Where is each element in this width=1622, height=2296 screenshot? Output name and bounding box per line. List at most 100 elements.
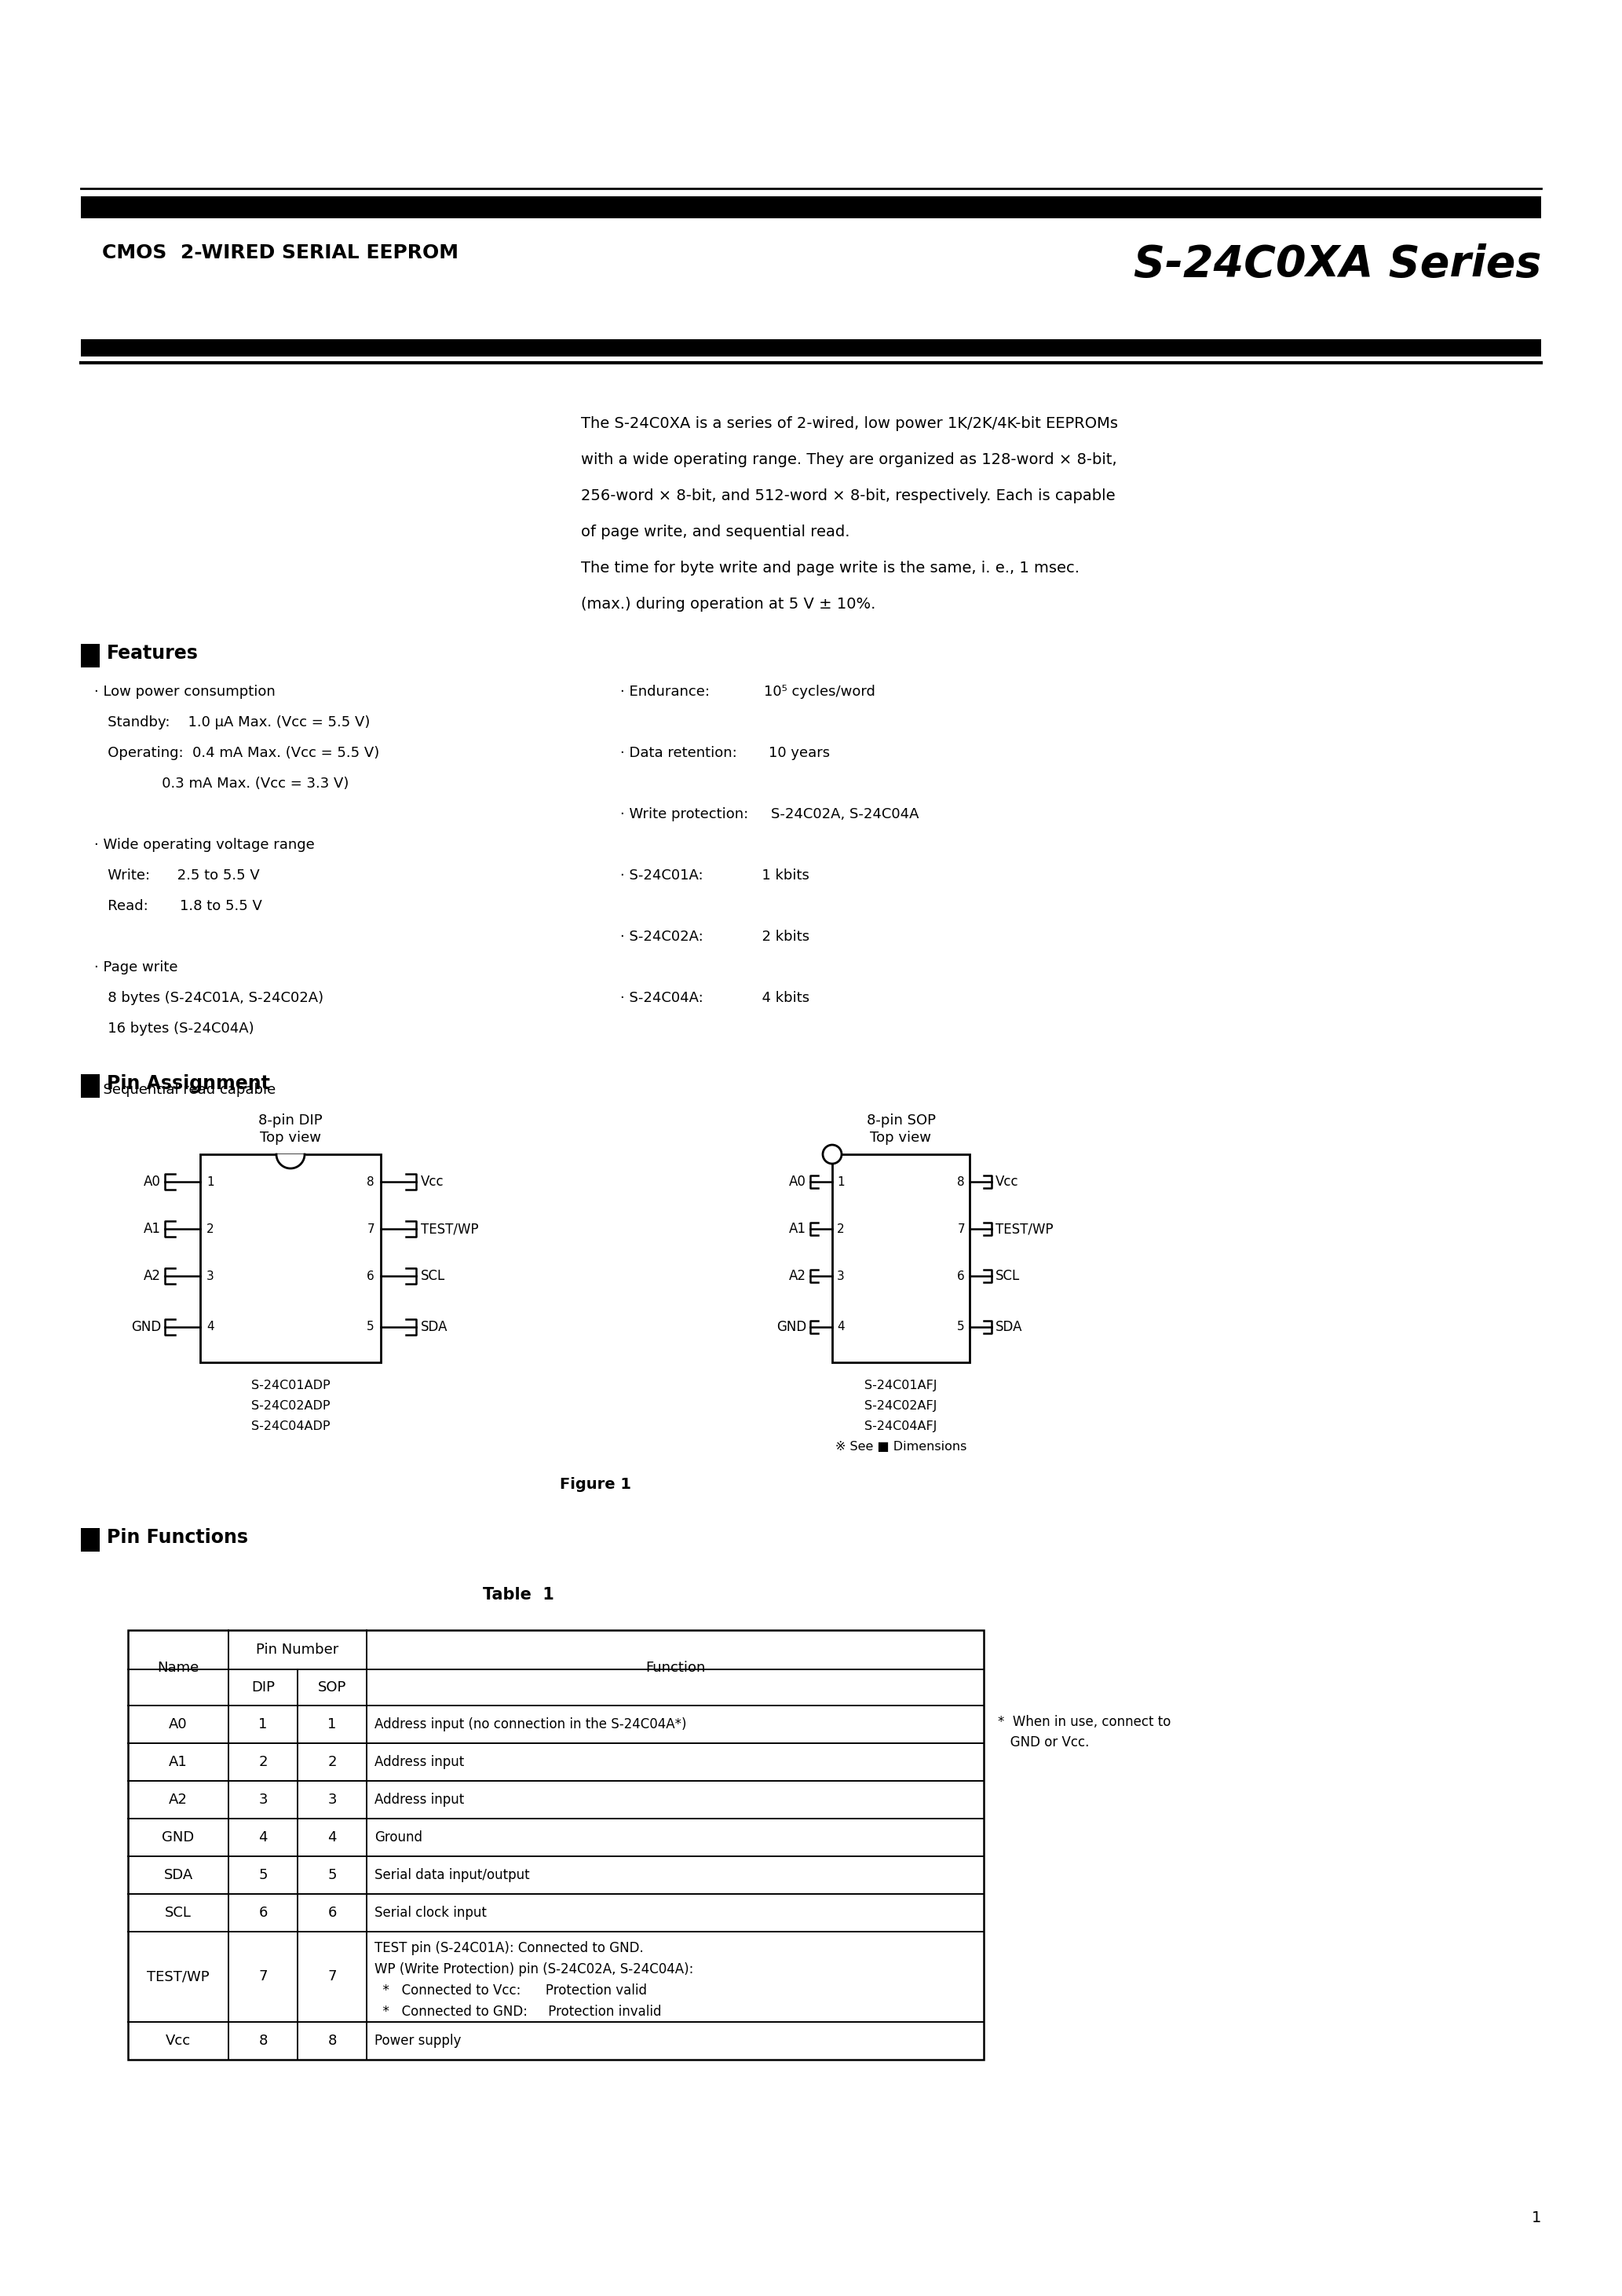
Text: CMOS  2-WIRED SERIAL EEPROM: CMOS 2-WIRED SERIAL EEPROM <box>102 243 459 262</box>
Text: 3: 3 <box>328 1793 337 1807</box>
Text: DIP: DIP <box>251 1681 274 1694</box>
Text: Function: Function <box>646 1660 706 1674</box>
Text: 7: 7 <box>328 1970 337 1984</box>
Text: Pin Functions: Pin Functions <box>107 1529 248 1548</box>
Text: TEST/WP: TEST/WP <box>996 1221 1053 1235</box>
Text: 8-pin SOP: 8-pin SOP <box>866 1114 936 1127</box>
Text: Power supply: Power supply <box>375 2034 461 2048</box>
Text: Address input (no connection in the S-24C04A*): Address input (no connection in the S-24… <box>375 1717 686 1731</box>
Text: · Wide operating voltage range: · Wide operating voltage range <box>94 838 315 852</box>
Text: 6: 6 <box>328 1906 336 1919</box>
Text: 1: 1 <box>328 1717 336 1731</box>
Text: · Page write: · Page write <box>94 960 178 974</box>
Text: · Write protection:     S-24C02A, S-24C04A: · Write protection: S-24C02A, S-24C04A <box>620 808 920 822</box>
Text: 8: 8 <box>957 1176 965 1187</box>
Text: Ground: Ground <box>375 1830 422 1844</box>
Text: Top view: Top view <box>260 1130 321 1146</box>
Text: 4: 4 <box>206 1320 214 1334</box>
Text: 3: 3 <box>837 1270 845 1281</box>
Text: *   Connected to Vcc:      Protection valid: * Connected to Vcc: Protection valid <box>375 1984 647 1998</box>
Text: 4: 4 <box>837 1320 845 1334</box>
Text: 3: 3 <box>206 1270 214 1281</box>
Text: 4: 4 <box>328 1830 337 1844</box>
Text: 8-pin DIP: 8-pin DIP <box>258 1114 323 1127</box>
Text: Vᴄᴄ: Vᴄᴄ <box>165 2034 191 2048</box>
Text: GND: GND <box>777 1320 806 1334</box>
Text: of page write, and sequential read.: of page write, and sequential read. <box>581 523 850 540</box>
Text: Pin Assignment: Pin Assignment <box>107 1075 269 1093</box>
Bar <box>81 1529 99 1552</box>
Text: The time for byte write and page write is the same, i. e., 1 msec.: The time for byte write and page write i… <box>581 560 1080 576</box>
Text: GND or Vcc.: GND or Vcc. <box>998 1736 1090 1750</box>
Text: S-24C02AFJ: S-24C02AFJ <box>865 1401 938 1412</box>
Text: 6: 6 <box>367 1270 375 1281</box>
Text: SOP: SOP <box>318 1681 347 1694</box>
Text: with a wide operating range. They are organized as 128-word × 8-bit,: with a wide operating range. They are or… <box>581 452 1118 466</box>
Text: *   Connected to GND:     Protection invalid: * Connected to GND: Protection invalid <box>375 2004 662 2018</box>
Text: A1: A1 <box>169 1754 188 1770</box>
Text: (max.) during operation at 5 V ± 10%.: (max.) during operation at 5 V ± 10%. <box>581 597 876 611</box>
Text: S-24C01AFJ: S-24C01AFJ <box>865 1380 938 1391</box>
Text: 6: 6 <box>258 1906 268 1919</box>
Text: Table  1: Table 1 <box>482 1587 553 1603</box>
Text: · Sequential read capable: · Sequential read capable <box>94 1084 276 1097</box>
Text: 1: 1 <box>206 1176 214 1187</box>
Text: *  When in use, connect to: * When in use, connect to <box>998 1715 1171 1729</box>
Text: SDA: SDA <box>420 1320 448 1334</box>
Text: Pin Number: Pin Number <box>256 1642 339 1658</box>
Text: Features: Features <box>107 643 198 664</box>
Text: Address input: Address input <box>375 1754 464 1770</box>
Text: Write:      2.5 to 5.5 V: Write: 2.5 to 5.5 V <box>94 868 260 882</box>
Circle shape <box>822 1146 842 1164</box>
Text: 2: 2 <box>837 1224 845 1235</box>
Bar <box>81 195 1541 218</box>
Text: · Low power consumption: · Low power consumption <box>94 684 276 698</box>
Text: S-24C04ADP: S-24C04ADP <box>251 1421 329 1433</box>
Text: TEST/WP: TEST/WP <box>148 1970 209 1984</box>
Text: 2: 2 <box>206 1224 214 1235</box>
Text: Address input: Address input <box>375 1793 464 1807</box>
Text: Vᴄᴄ: Vᴄᴄ <box>996 1176 1019 1189</box>
Text: · Endurance:            10⁵ cycles/word: · Endurance: 10⁵ cycles/word <box>620 684 876 698</box>
Text: GND: GND <box>131 1320 161 1334</box>
Text: GND: GND <box>162 1830 195 1844</box>
Text: Name: Name <box>157 1660 200 1674</box>
Text: S-24C02ADP: S-24C02ADP <box>251 1401 329 1412</box>
Text: A2: A2 <box>144 1270 161 1283</box>
Text: 8: 8 <box>328 2034 336 2048</box>
Text: TEST pin (S-24C01A): Connected to GND.: TEST pin (S-24C01A): Connected to GND. <box>375 1940 644 1956</box>
Text: 6: 6 <box>957 1270 965 1281</box>
Text: S-24C0XA Series: S-24C0XA Series <box>1134 243 1541 285</box>
Text: Serial data input/output: Serial data input/output <box>375 1869 530 1883</box>
Text: S-24C01ADP: S-24C01ADP <box>251 1380 329 1391</box>
Bar <box>81 340 1541 356</box>
Text: A0: A0 <box>144 1176 161 1189</box>
Text: 5: 5 <box>957 1320 965 1334</box>
Text: Figure 1: Figure 1 <box>560 1476 631 1492</box>
Text: 5: 5 <box>328 1869 337 1883</box>
Text: 1: 1 <box>1531 2211 1541 2225</box>
Text: A2: A2 <box>788 1270 806 1283</box>
Bar <box>832 1155 970 1362</box>
Text: 2: 2 <box>258 1754 268 1770</box>
Text: SDA: SDA <box>996 1320 1022 1334</box>
Text: SCL: SCL <box>420 1270 446 1283</box>
Text: · S-24C02A:             2 kbits: · S-24C02A: 2 kbits <box>620 930 809 944</box>
Text: A1: A1 <box>144 1221 161 1235</box>
Text: Read:       1.8 to 5.5 V: Read: 1.8 to 5.5 V <box>94 900 263 914</box>
Text: 16 bytes (S-24C04A): 16 bytes (S-24C04A) <box>94 1022 255 1035</box>
Text: 8: 8 <box>367 1176 375 1187</box>
Text: 0.3 mA Max. (Vᴄᴄ = 3.3 V): 0.3 mA Max. (Vᴄᴄ = 3.3 V) <box>94 776 349 790</box>
Text: WP (Write Protection) pin (S-24C02A, S-24C04A):: WP (Write Protection) pin (S-24C02A, S-2… <box>375 1963 694 1977</box>
Text: A1: A1 <box>788 1221 806 1235</box>
Bar <box>200 1155 381 1362</box>
Bar <box>128 1630 983 2060</box>
Text: Standby:    1.0 μA Max. (Vᴄᴄ = 5.5 V): Standby: 1.0 μA Max. (Vᴄᴄ = 5.5 V) <box>94 716 370 730</box>
Text: 8: 8 <box>258 2034 268 2048</box>
Text: 3: 3 <box>258 1793 268 1807</box>
Text: 8 bytes (S-24C01A, S-24C02A): 8 bytes (S-24C01A, S-24C02A) <box>94 992 323 1006</box>
Text: 7: 7 <box>258 1970 268 1984</box>
Text: 256-word × 8-bit, and 512-word × 8-bit, respectively. Each is capable: 256-word × 8-bit, and 512-word × 8-bit, … <box>581 489 1116 503</box>
Bar <box>81 643 99 668</box>
Text: TEST/WP: TEST/WP <box>420 1221 478 1235</box>
